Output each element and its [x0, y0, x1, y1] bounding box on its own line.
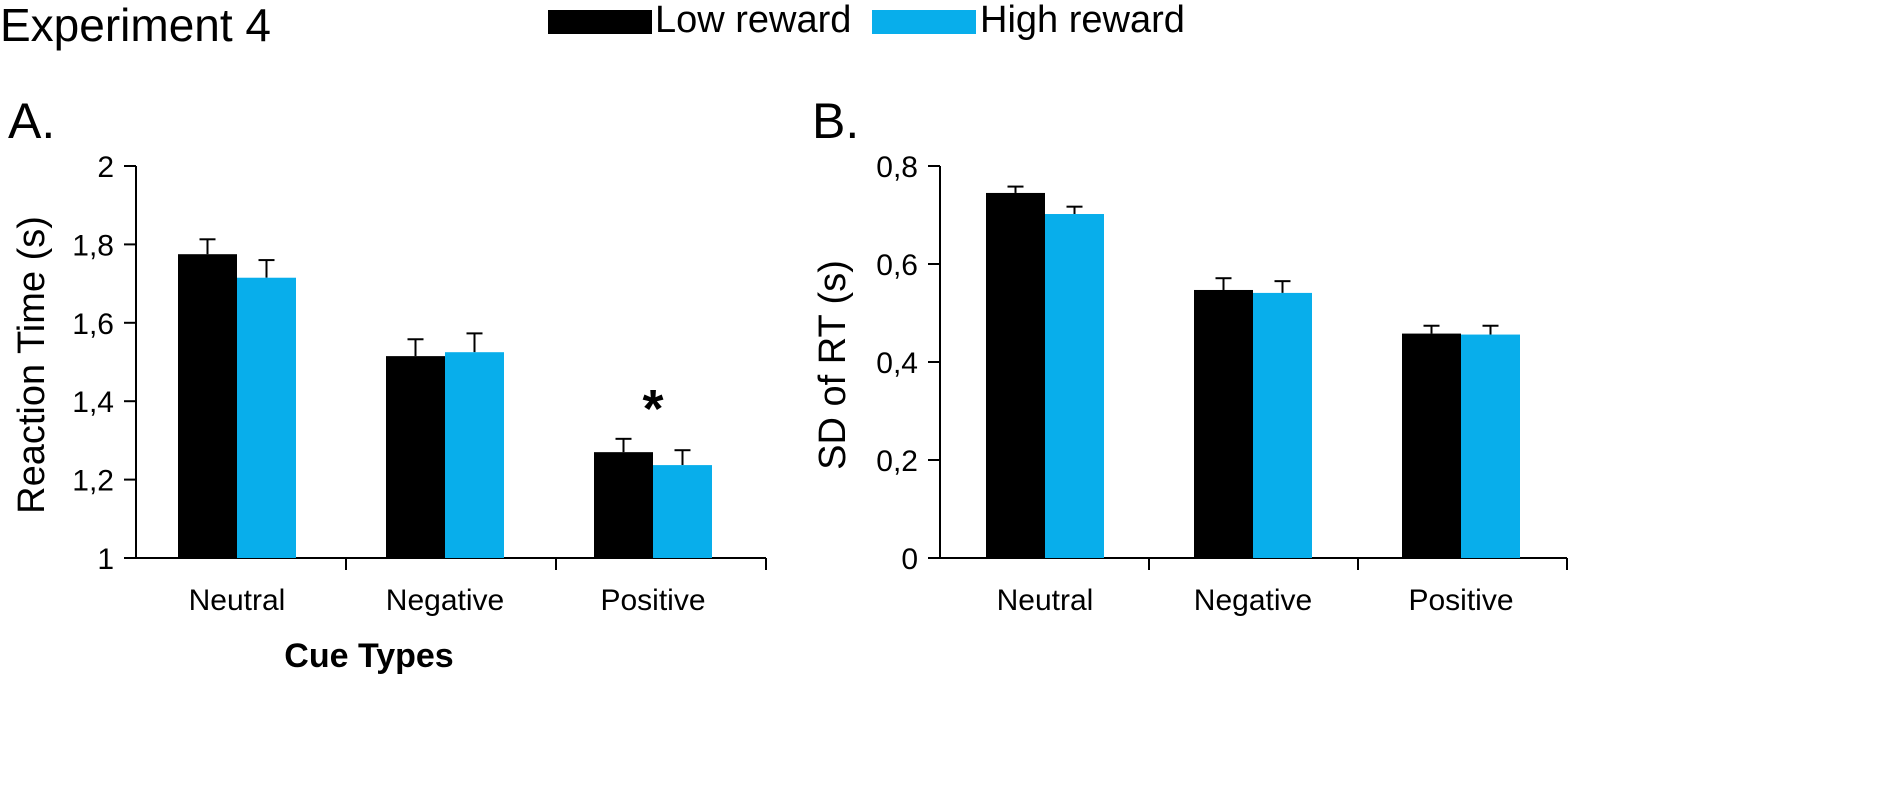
category-label: Positive — [600, 584, 705, 617]
legend-label-high-reward: High reward — [980, 0, 1185, 41]
bar-high-reward-positive — [1461, 334, 1520, 558]
bar-low-reward-positive — [594, 452, 653, 558]
legend-swatch-low-reward — [548, 10, 652, 34]
panel-label-b: B. — [812, 93, 860, 149]
category-label: Neutral — [997, 584, 1094, 617]
y-tick-label: 1,2 — [72, 465, 114, 498]
bar-low-reward-positive — [1402, 333, 1461, 558]
y-tick-label: 1 — [97, 543, 114, 576]
bar-high-reward-neutral — [237, 277, 296, 558]
legend: Low reward High reward — [0, 0, 1879, 60]
figure-title: Experiment 4 — [0, 0, 272, 51]
bar-low-reward-neutral — [986, 192, 1045, 558]
bar-high-reward-negative — [1253, 292, 1312, 558]
bar-high-reward-positive — [653, 465, 712, 558]
y-tick-label: 1,6 — [72, 308, 114, 341]
bar-low-reward-neutral — [178, 254, 237, 558]
x-axis-label: Cue Types — [284, 637, 453, 675]
legend-label-low-reward: Low reward — [655, 0, 852, 41]
category-label: Neutral — [189, 584, 286, 617]
bar-high-reward-neutral — [1045, 214, 1104, 558]
y-tick-label: 0,6 — [876, 249, 918, 282]
bar-high-reward-negative — [445, 352, 504, 558]
y-tick-label: 0,8 — [876, 151, 918, 184]
category-label: Negative — [1194, 584, 1312, 617]
bar-low-reward-negative — [386, 356, 445, 558]
category-label: Negative — [386, 584, 504, 617]
y-tick-label: 0,2 — [876, 445, 918, 478]
y-axis-label: Reaction Time (s) — [11, 216, 53, 514]
significance-marker: * — [642, 379, 663, 439]
y-tick-label: 0 — [901, 543, 918, 576]
bar-low-reward-negative — [1194, 289, 1253, 558]
y-tick-label: 0,4 — [876, 347, 918, 380]
panel-label-a: A. — [8, 93, 56, 149]
y-tick-label: 2 — [97, 151, 114, 184]
legend-swatch-high-reward — [872, 10, 976, 34]
y-tick-label: 1,4 — [72, 386, 114, 419]
y-tick-label: 1,8 — [72, 229, 114, 262]
y-axis-label: SD of RT (s) — [812, 260, 854, 470]
category-label: Positive — [1408, 584, 1513, 617]
